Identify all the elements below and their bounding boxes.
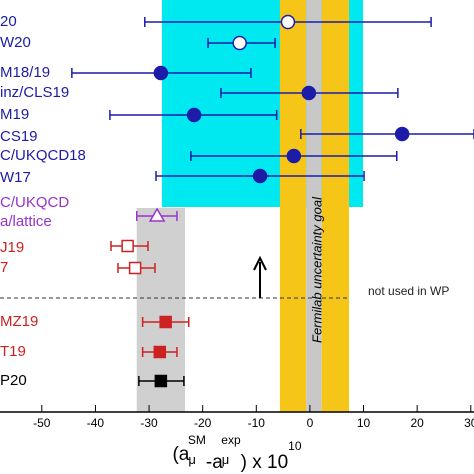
x-tick-label: -20 xyxy=(194,416,212,430)
row-label: a/lattice xyxy=(0,213,52,230)
row-label: CS19 xyxy=(0,128,38,145)
row-label: M19 xyxy=(0,106,29,123)
x-tick-label: 30 xyxy=(464,416,474,430)
x-tick-label: 0 xyxy=(307,416,314,430)
band-label: Fermilab uncertainty goal xyxy=(309,196,324,343)
row-label: T19 xyxy=(0,343,26,360)
region xyxy=(321,0,350,412)
x-tick-label: 10 xyxy=(357,416,371,430)
row-label: C/UKQCD xyxy=(0,194,69,211)
region xyxy=(279,0,307,412)
marker xyxy=(232,35,247,51)
x-axis-label-part: μ xyxy=(188,452,196,467)
x-axis-label-part: SM xyxy=(188,433,206,447)
x-axis-label-part: -a xyxy=(206,452,223,473)
marker xyxy=(153,345,167,359)
marker xyxy=(394,126,410,142)
x-tick-label: -30 xyxy=(140,416,158,430)
row-label: W20 xyxy=(0,34,31,51)
row-label: inz/CLS19 xyxy=(0,84,69,101)
x-tick-label: -40 xyxy=(87,416,105,430)
x-axis-label-part: (a xyxy=(172,444,189,465)
x-tick-label: 20 xyxy=(410,416,424,430)
region xyxy=(306,0,322,412)
marker xyxy=(128,261,142,275)
marker xyxy=(301,85,317,101)
marker xyxy=(252,168,268,184)
row-label: 7 xyxy=(0,259,8,276)
row-label: P20 xyxy=(0,372,27,389)
x-tick-label: -10 xyxy=(248,416,266,430)
regions xyxy=(136,0,364,412)
x-axis-label-part: ) x 10 xyxy=(241,452,289,473)
row-label: MZ19 xyxy=(0,313,38,330)
row-label: J19 xyxy=(0,239,24,256)
x-axis-label-part: μ xyxy=(222,452,230,467)
marker xyxy=(159,315,172,329)
x-tick-label: -50 xyxy=(33,416,51,430)
marker xyxy=(186,107,202,123)
row-label: M18/19 xyxy=(0,64,50,81)
marker xyxy=(121,239,134,253)
marker xyxy=(148,207,166,222)
row-label: C/UKQCD18 xyxy=(0,147,86,164)
x-axis-label-part: 10 xyxy=(288,439,302,453)
marker xyxy=(286,148,302,164)
divider-label: not used in WP xyxy=(368,284,449,298)
x-axis-label-part: exp xyxy=(221,433,241,447)
marker xyxy=(154,374,168,388)
arrow-head xyxy=(253,255,267,271)
marker xyxy=(280,14,296,30)
marker xyxy=(153,65,169,81)
row-label: 20 xyxy=(0,13,17,30)
x-axis-label: (aμSM-aμexp) x 1010 xyxy=(172,433,301,473)
row-label: W17 xyxy=(0,169,31,186)
